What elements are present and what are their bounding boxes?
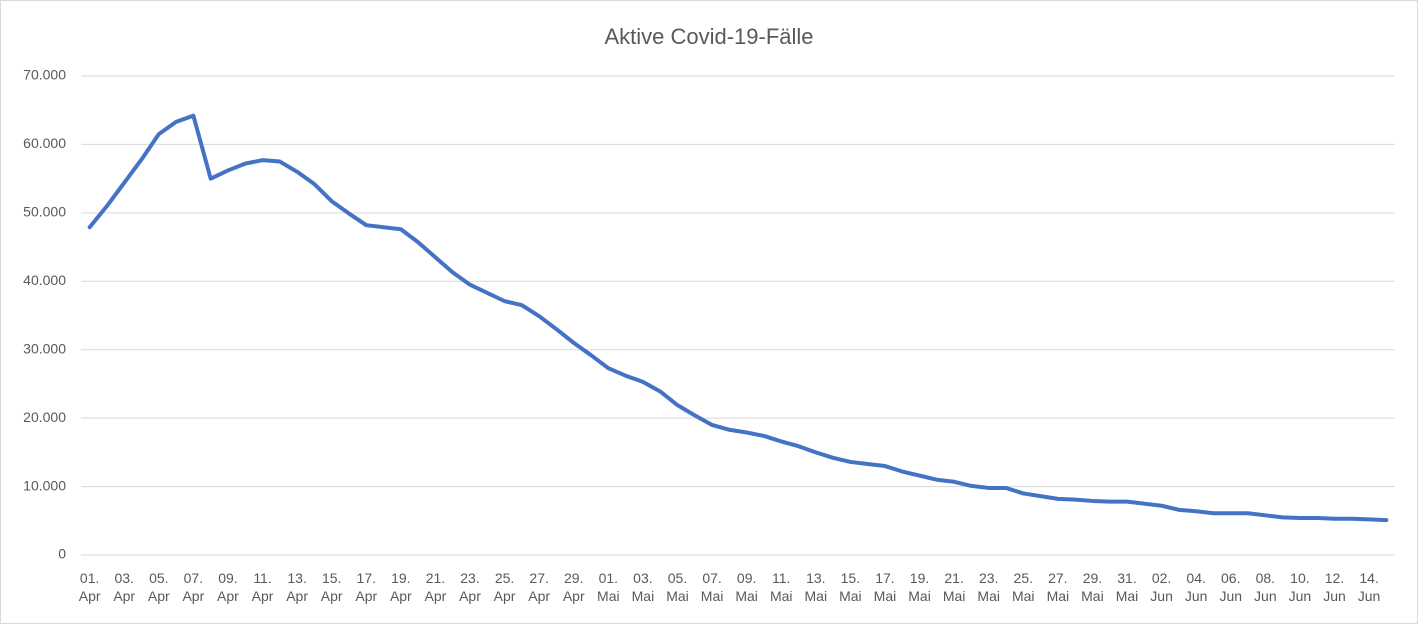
y-tick-label: 50.000 [23,204,66,220]
x-tick-label: 04. Jun [1184,570,1208,604]
x-tick-label: 03. Mai [631,570,655,604]
y-tick-label: 10.000 [23,477,66,493]
x-tick-label: 25. Mai [1011,570,1035,604]
x-tick-label: 05. Mai [666,570,689,604]
y-tick-label: 60.000 [23,135,66,151]
x-tick-label: 15. Mai [839,570,862,604]
data-line [87,113,1389,523]
x-tick-label: 13. Apr [286,570,308,604]
x-tick-label: 17. Apr [355,570,378,604]
x-tick-label: 03. Apr [113,570,136,604]
x-tick-label: 29. Mai [1081,570,1104,604]
x-tick-label: 12. Jun [1323,570,1346,604]
x-tick-label: 14. Jun [1357,570,1381,604]
y-tick-label: 0 [58,546,66,562]
x-tick-label: 10. Jun [1288,570,1312,604]
x-tick-label: 27. Mai [1046,570,1070,604]
x-tick-label: 23. Apr [459,570,481,604]
x-tick-label: 09. Mai [735,570,758,604]
x-tick-label: 01. Apr [78,570,101,604]
x-tick-label: 02. Jun [1150,570,1173,604]
chart-title: Aktive Covid-19-Fälle [604,24,813,49]
x-tick-label: 09. Apr [217,570,239,604]
x-tick-label: 27. Apr [528,570,551,604]
x-tick-label: 07. Apr [182,570,205,604]
x-tick-label: 19. Apr [389,570,412,604]
x-tick-label: 06. Jun [1219,570,1243,604]
x-tick-label: 05. Apr [147,570,170,604]
y-tick-label: 20.000 [23,409,66,425]
x-tick-label: 25. Apr [493,570,516,604]
x-tick-label: 21. Apr [424,570,447,604]
y-tick-label: 70.000 [23,67,66,83]
x-tick-label: 01. Mai [597,570,620,604]
x-tick-label: 07. Mai [700,570,724,604]
x-tick-label: 11. Apr [251,570,274,604]
y-tick-label: 40.000 [23,272,66,288]
x-tick-label: 08. Jun [1254,570,1277,604]
x-tick-label: 21. Mai [942,570,966,604]
x-tick-label: 19. Mai [908,570,931,604]
x-tick-label: 31. Mai [1115,570,1139,604]
x-tick-label: 17. Mai [873,570,897,604]
x-tick-label: 13. Mai [804,570,828,604]
x-tick-label: 15. Apr [320,570,343,604]
y-tick-label: 30.000 [23,340,66,356]
x-tick-label: 11. Mai [769,570,793,604]
x-tick-label: 29. Apr [562,570,585,604]
x-tick-label: 23. Mai [977,570,1000,604]
